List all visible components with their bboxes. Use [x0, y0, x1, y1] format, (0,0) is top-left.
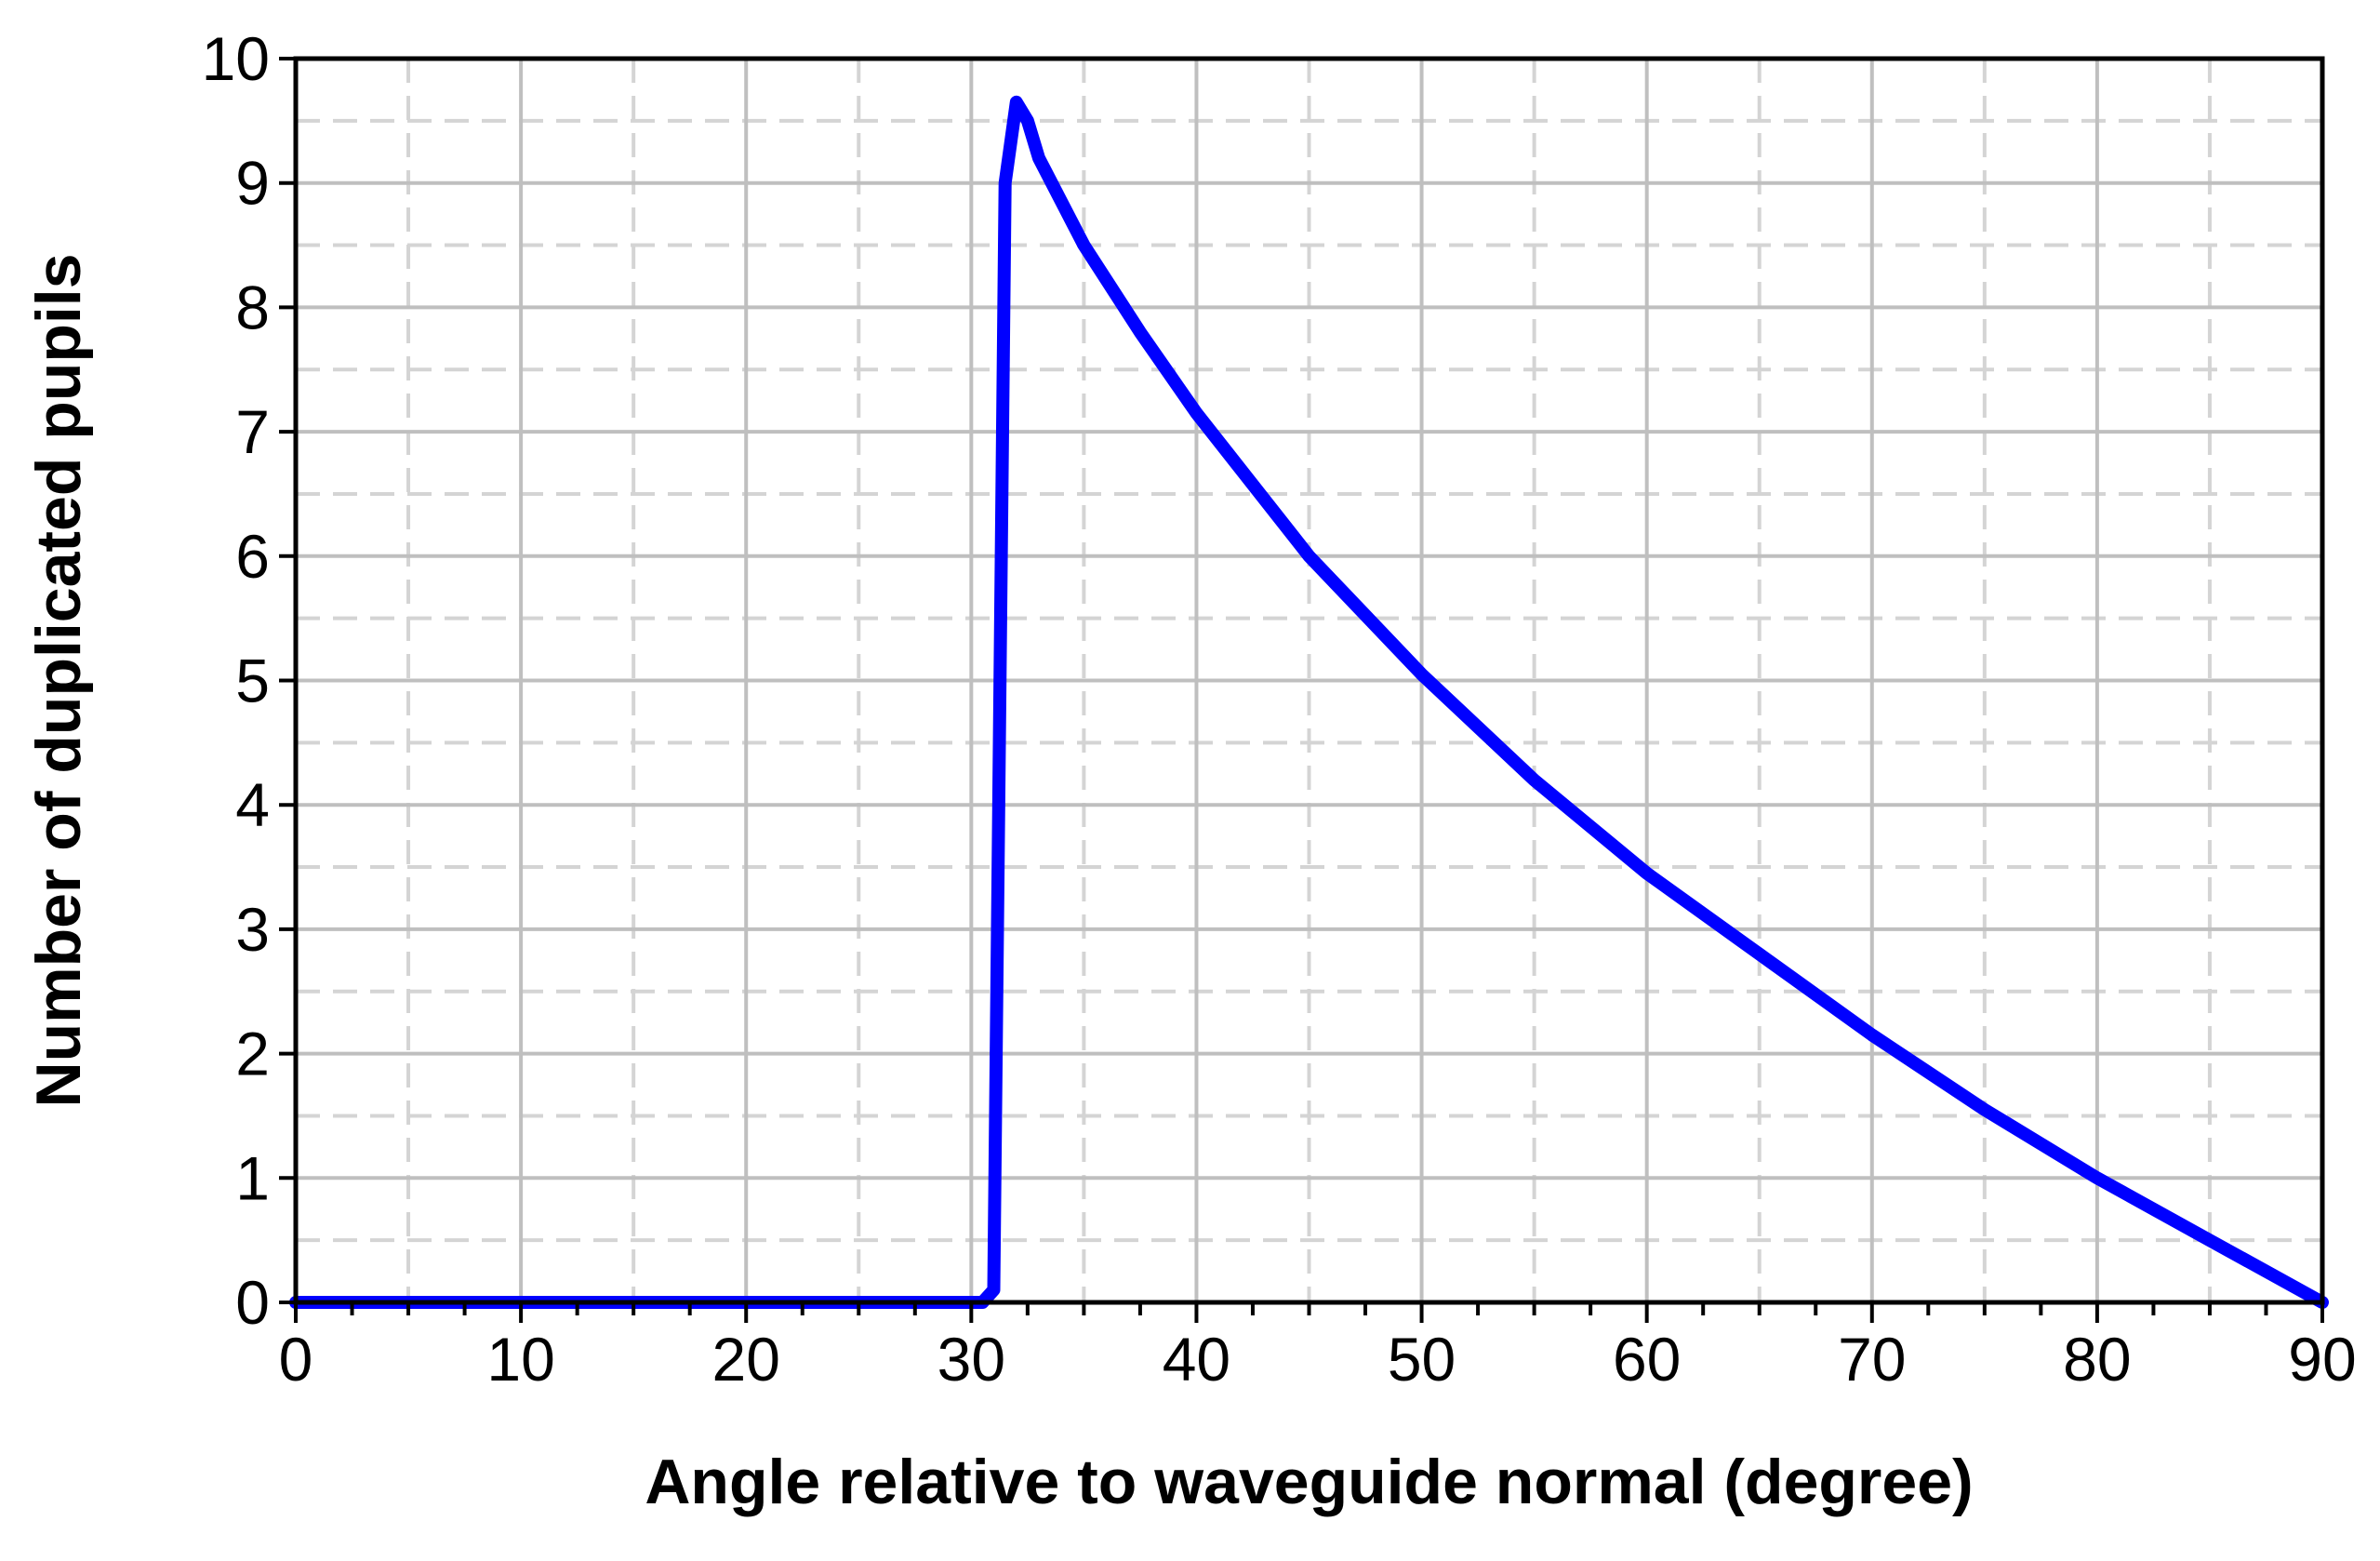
grid — [294, 57, 2324, 1304]
y-tick-label: 2 — [235, 1020, 270, 1088]
x-tick-labels: 0 10 20 30 40 50 60 70 80 90 — [279, 1325, 2357, 1394]
x-tick-label: 0 — [279, 1325, 313, 1394]
series-layer — [289, 95, 2329, 1309]
x-tick-label: 90 — [2288, 1325, 2356, 1394]
y-tick-label: 5 — [235, 647, 270, 715]
y-tick-label: 6 — [235, 522, 270, 591]
x-tick-label: 20 — [712, 1325, 780, 1394]
x-tick-label: 70 — [1838, 1325, 1906, 1394]
y-tick-label: 0 — [235, 1268, 270, 1337]
x-axis-title: Angle relative to waveguide normal (degr… — [645, 1447, 1973, 1517]
y-tick-label: 9 — [235, 149, 270, 218]
y-tick-label: 8 — [235, 273, 270, 341]
x-tick-label: 50 — [1388, 1325, 1456, 1394]
x-tick-label: 30 — [937, 1325, 1005, 1394]
x-tick-label: 10 — [486, 1325, 554, 1394]
x-tick-label: 80 — [2063, 1325, 2131, 1394]
series-line — [289, 95, 2329, 1309]
y-tick-label: 1 — [235, 1143, 270, 1212]
y-tick-label: 4 — [235, 770, 270, 839]
x-tick-label: 60 — [1613, 1325, 1681, 1394]
y-tick-label: 10 — [202, 24, 270, 93]
y-tick-label: 3 — [235, 895, 270, 964]
y-tick-label: 7 — [235, 397, 270, 466]
y-tick-labels: 0 1 2 3 4 5 6 7 8 9 10 — [202, 24, 270, 1337]
axis-ticks — [279, 57, 2324, 1323]
y-axis-title: Number of duplicated pupils — [23, 253, 94, 1107]
x-tick-label: 40 — [1163, 1325, 1230, 1394]
